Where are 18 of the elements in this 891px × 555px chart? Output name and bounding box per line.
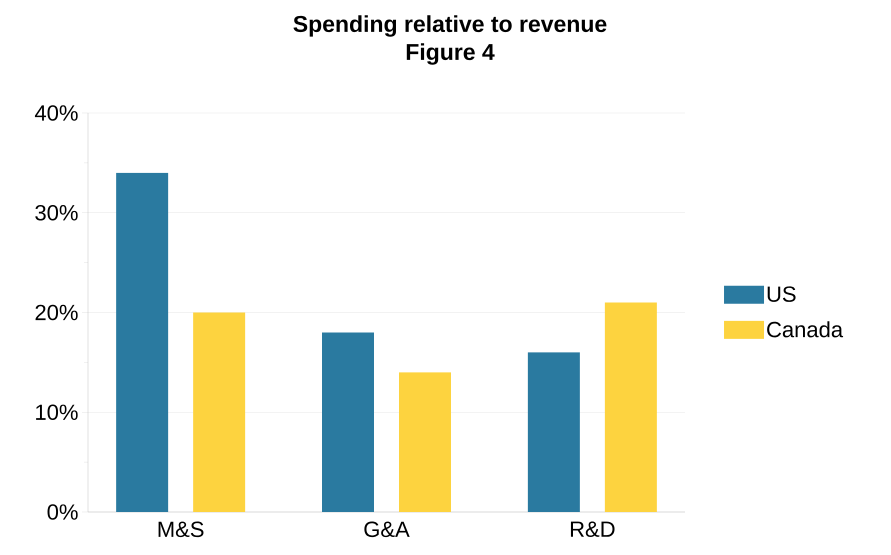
x-tick-label: G&A	[364, 522, 410, 538]
x-tick-label: M&S	[158, 522, 204, 538]
y-tick-label: 20%	[36, 304, 78, 320]
bar	[193, 312, 246, 512]
y-tick-label: 10%	[36, 404, 78, 420]
y-tick-label: 40%	[34, 105, 78, 121]
x-tick-label: R&D	[570, 522, 615, 537]
chart-subtitle: Figure 4	[406, 43, 495, 65]
bar	[399, 372, 451, 512]
legend-label: Canada	[767, 321, 844, 338]
chart-title: Spending relative to revenue	[293, 15, 606, 37]
bar	[116, 172, 168, 512]
bar	[322, 332, 374, 512]
bar	[528, 352, 580, 512]
y-tick-label: 0%	[48, 504, 78, 520]
legend-label: US	[768, 286, 796, 302]
bar	[604, 302, 657, 512]
y-tick-label: 30%	[35, 204, 78, 221]
